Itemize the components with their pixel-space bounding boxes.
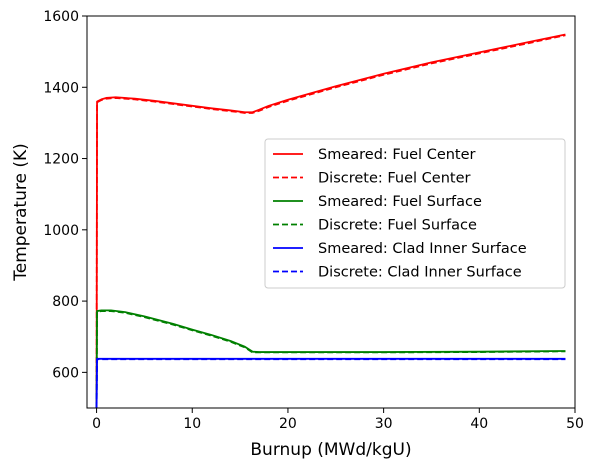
series-line-6 (95, 358, 566, 408)
x-tick-label: 0 (92, 416, 101, 432)
y-tick-label: 1200 (43, 152, 79, 168)
legend-label: Discrete: Clad Inner Surface (318, 265, 522, 281)
legend-label: Discrete: Fuel Surface (318, 218, 477, 234)
y-tick-label: 1400 (43, 80, 79, 96)
legend: Smeared: Fuel Center Discrete: Fuel Cente… (264, 138, 566, 289)
y-tick-label: 1600 (43, 9, 79, 25)
y-tick-label: 800 (52, 294, 79, 310)
legend-frame (264, 138, 566, 289)
series-line-4 (95, 310, 566, 408)
axis-ticks: 0 10 20 30 40 50 600 800 1000 1200 1400 1600 (43, 9, 584, 432)
x-tick-label: 40 (470, 416, 488, 432)
legend-label: Smeared: Clad Inner Surface (318, 241, 527, 257)
legend-label: Smeared: Fuel Surface (318, 194, 482, 210)
x-tick-label: 10 (183, 416, 201, 432)
x-axis-title: Burnup (MWd/kgU) (250, 440, 411, 460)
legend-label: Discrete: Fuel Center (318, 171, 471, 187)
x-tick-label: 50 (566, 416, 584, 432)
y-tick-label: 1000 (43, 223, 79, 239)
legend-label: Smeared: Fuel Center (318, 147, 476, 163)
x-tick-label: 20 (279, 416, 297, 432)
plot-area-frame (86, 15, 576, 409)
x-tick-label: 30 (375, 416, 393, 432)
y-tick-label: 600 (52, 365, 79, 381)
series-lines (95, 33, 566, 408)
series-line-2 (95, 34, 566, 408)
y-axis-title: Temperature (K) (11, 143, 31, 282)
